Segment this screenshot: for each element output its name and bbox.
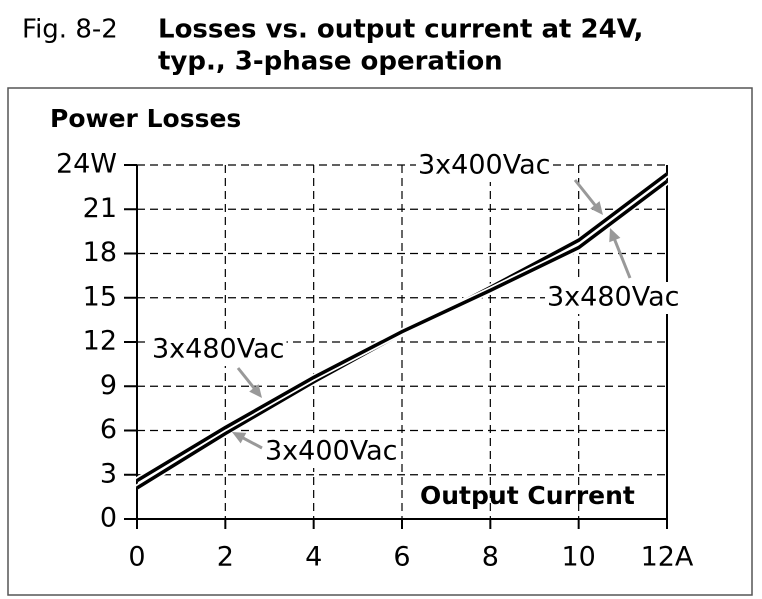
annotation-arrow (236, 367, 257, 391)
chart-title: Losses vs. output current at 24V, (158, 15, 643, 45)
x-tick-label: 8 (482, 542, 499, 573)
annotation-arrow (612, 237, 632, 279)
line (136, 179, 669, 483)
x-axis-label: Output Current (420, 481, 635, 510)
y-tick-label: 24W (56, 149, 117, 180)
annotation-bg (263, 436, 400, 468)
y-tick-label: 12 (83, 326, 117, 357)
x-tick-label: 12A (641, 542, 694, 573)
frame (7, 87, 753, 596)
annotation: 3x400Vac (418, 150, 550, 181)
y-tick-label: 3 (100, 458, 117, 489)
x-tick-label: 0 (128, 542, 145, 573)
x-tick-label: 2 (217, 542, 234, 573)
annotation-arrow (240, 435, 263, 450)
annotation: 3x480Vac (152, 334, 284, 365)
annotation-arrowhead (590, 201, 603, 215)
y-tick-label: 0 (100, 503, 117, 534)
annotation-bg (545, 282, 682, 314)
y-tick-label: 9 (100, 370, 117, 401)
annotation-arrow (573, 179, 598, 208)
y-tick-label: 18 (83, 237, 117, 268)
annotation-arrowhead (609, 228, 621, 243)
annotation-arrowhead (249, 384, 262, 398)
x-tick-label: 6 (393, 542, 410, 573)
x-tick-label: 4 (305, 542, 322, 573)
y-tick-label: 15 (83, 281, 117, 312)
chart-subtitle: typ., 3-phase operation (158, 47, 503, 77)
annotation-bg (416, 150, 553, 182)
y-tick-label: 6 (100, 414, 117, 445)
y-axis-label: Power Losses (50, 104, 241, 133)
annotation-arrowhead (232, 432, 247, 444)
figure-label: Fig. 8-2 (22, 15, 118, 45)
y-tick-label: 21 (83, 193, 117, 224)
annotation: 3x400Vac (265, 436, 397, 467)
annotation: 3x480Vac (547, 282, 679, 313)
annotation-bg (150, 334, 287, 366)
x-tick-label: 10 (561, 542, 595, 573)
